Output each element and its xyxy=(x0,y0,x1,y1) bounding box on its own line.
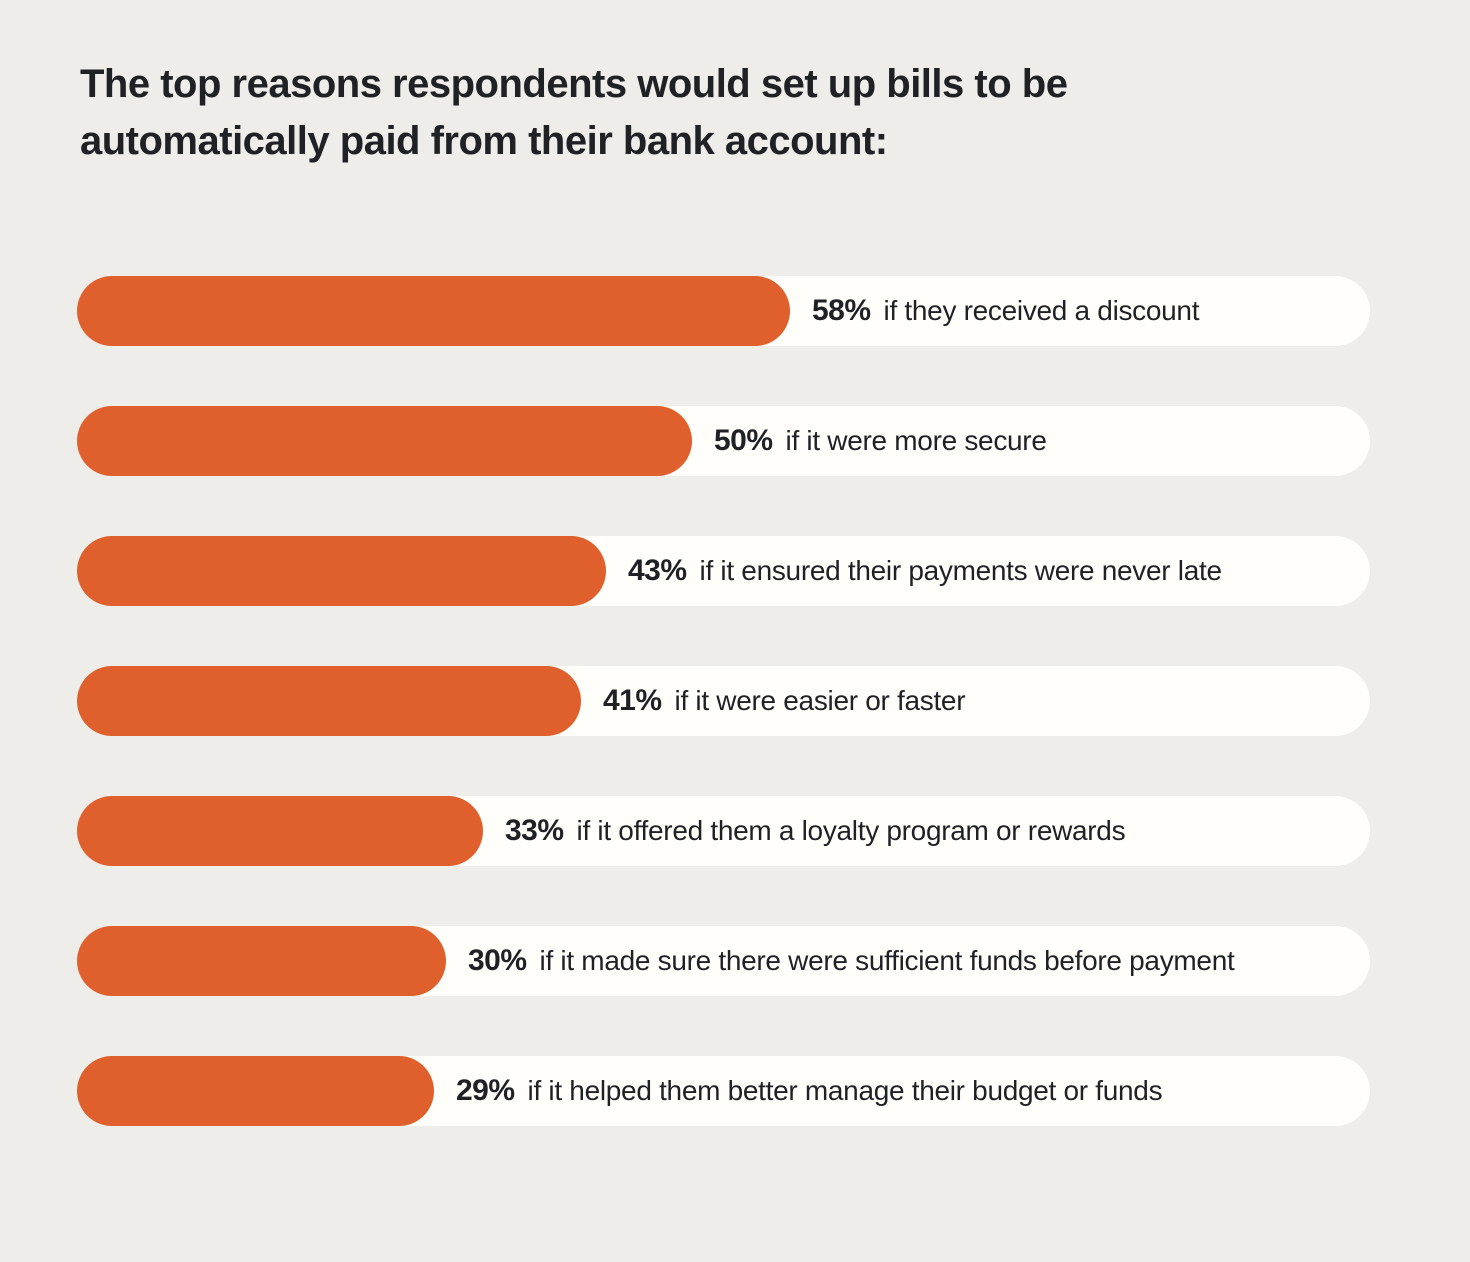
bar-value: 58% xyxy=(812,294,871,327)
bar-fill xyxy=(77,666,581,736)
bar-label: if it made sure there were sufficient fu… xyxy=(539,945,1235,976)
chart-title-line-1: The top reasons respondents would set up… xyxy=(80,62,1068,106)
chart-title: The top reasons respondents would set up… xyxy=(80,56,1280,170)
bar-fill xyxy=(77,1056,434,1126)
bar-label: if they received a discount xyxy=(883,295,1200,326)
bar-label: if it were easier or faster xyxy=(674,685,966,716)
bar-chart: 58% if they received a discount 50% if i… xyxy=(77,276,1370,1126)
bar-label: if it helped them better manage their bu… xyxy=(527,1075,1163,1106)
bar-fill xyxy=(77,276,790,346)
bar-value: 43% xyxy=(628,554,687,587)
bar-fill xyxy=(77,536,606,606)
bar-fill xyxy=(77,796,483,866)
bar-value: 50% xyxy=(714,424,773,457)
bar-value: 33% xyxy=(505,814,564,847)
bar-value: 29% xyxy=(456,1074,515,1107)
bar-row-loyalty-rewards: 33% if it offered them a loyalty program… xyxy=(77,796,1370,866)
bar-label: if it ensured their payments were never … xyxy=(699,555,1222,586)
bar-row-sufficient-funds: 30% if it made sure there were sufficien… xyxy=(77,926,1370,996)
bar-label: if it were more secure xyxy=(785,425,1047,456)
bar-fill xyxy=(77,926,446,996)
bar-fill xyxy=(77,406,692,476)
bar-row-manage-budget: 29% if it helped them better manage thei… xyxy=(77,1056,1370,1126)
bar-row-discount: 58% if they received a discount xyxy=(77,276,1370,346)
bar-row-easier-faster: 41% if it were easier or faster xyxy=(77,666,1370,736)
bar-value: 30% xyxy=(468,944,527,977)
bar-row-never-late: 43% if it ensured their payments were ne… xyxy=(77,536,1370,606)
bar-row-secure: 50% if it were more secure xyxy=(77,406,1370,476)
bar-value: 41% xyxy=(603,684,662,717)
chart-title-line-2: automatically paid from their bank accou… xyxy=(80,119,888,163)
bar-label: if it offered them a loyalty program or … xyxy=(576,815,1126,846)
